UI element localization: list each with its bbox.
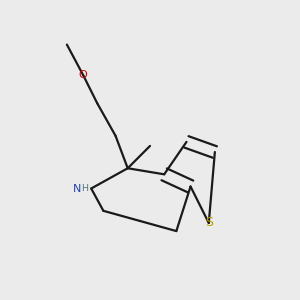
- Text: H: H: [81, 184, 88, 193]
- Text: S: S: [205, 217, 213, 230]
- Text: N: N: [73, 184, 81, 194]
- Text: O: O: [79, 70, 88, 80]
